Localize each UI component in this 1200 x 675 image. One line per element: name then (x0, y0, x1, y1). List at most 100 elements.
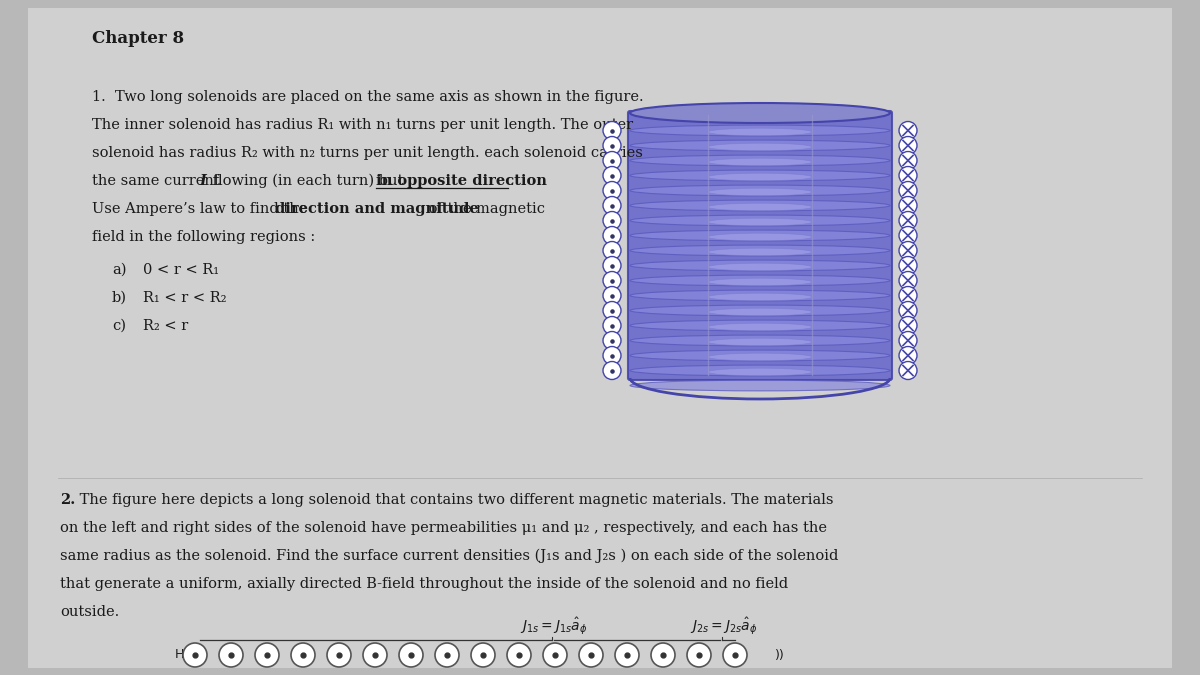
Circle shape (899, 242, 917, 259)
Circle shape (899, 331, 917, 350)
Circle shape (604, 302, 622, 319)
Circle shape (604, 151, 622, 169)
Circle shape (604, 196, 622, 215)
Circle shape (604, 362, 622, 379)
Ellipse shape (630, 200, 890, 211)
Ellipse shape (630, 350, 890, 361)
Circle shape (899, 151, 917, 169)
Circle shape (364, 643, 386, 667)
Text: c): c) (112, 319, 126, 333)
Ellipse shape (630, 125, 890, 136)
Ellipse shape (630, 335, 890, 346)
Ellipse shape (708, 369, 812, 376)
Circle shape (899, 271, 917, 290)
Ellipse shape (708, 143, 812, 151)
Ellipse shape (630, 170, 890, 181)
Circle shape (899, 136, 917, 155)
Circle shape (604, 182, 622, 200)
Ellipse shape (708, 308, 812, 316)
Circle shape (604, 346, 622, 365)
Ellipse shape (630, 140, 890, 151)
Ellipse shape (630, 103, 890, 123)
Text: outside.: outside. (60, 605, 119, 619)
Circle shape (182, 643, 208, 667)
Text: H: H (175, 649, 185, 662)
Text: same radius as the solenoid. Find the surface current densities (J₁s and J₂s ) o: same radius as the solenoid. Find the su… (60, 549, 839, 564)
Ellipse shape (630, 305, 890, 316)
Circle shape (899, 227, 917, 244)
Circle shape (899, 317, 917, 335)
Ellipse shape (708, 128, 812, 136)
Text: The inner solenoid has radius R₁ with n₁ turns per unit length. The outer: The inner solenoid has radius R₁ with n₁… (92, 118, 634, 132)
Ellipse shape (630, 275, 890, 286)
Circle shape (604, 227, 622, 244)
Text: field in the following regions :: field in the following regions : (92, 230, 316, 244)
Circle shape (604, 317, 622, 335)
Circle shape (604, 122, 622, 140)
FancyBboxPatch shape (628, 111, 892, 380)
Ellipse shape (630, 290, 890, 301)
Text: R₂ < r: R₂ < r (143, 319, 188, 333)
Ellipse shape (630, 365, 890, 376)
Text: direction and magnitude: direction and magnitude (275, 202, 479, 216)
Ellipse shape (708, 188, 812, 196)
Ellipse shape (708, 293, 812, 301)
Ellipse shape (630, 185, 890, 196)
Ellipse shape (708, 278, 812, 286)
Circle shape (899, 167, 917, 184)
Text: I: I (199, 174, 206, 188)
Circle shape (256, 643, 278, 667)
Text: R₁ < r < R₂: R₁ < r < R₂ (143, 291, 227, 305)
Circle shape (508, 643, 530, 667)
Circle shape (398, 643, 424, 667)
Circle shape (899, 122, 917, 140)
Circle shape (292, 643, 314, 667)
FancyBboxPatch shape (28, 8, 1172, 668)
Text: )): )) (775, 649, 785, 662)
Text: $J_{1s} = J_{1s}\hat{a}_\phi$: $J_{1s} = J_{1s}\hat{a}_\phi$ (520, 615, 588, 637)
Circle shape (604, 256, 622, 275)
Circle shape (604, 242, 622, 259)
Circle shape (220, 643, 242, 667)
Circle shape (604, 271, 622, 290)
Circle shape (650, 643, 674, 667)
Circle shape (604, 167, 622, 184)
Circle shape (686, 643, 710, 667)
Ellipse shape (630, 260, 890, 271)
Text: 2.: 2. (60, 493, 76, 507)
Text: in opposite direction: in opposite direction (376, 174, 547, 188)
Circle shape (542, 643, 568, 667)
Ellipse shape (708, 173, 812, 181)
Circle shape (899, 286, 917, 304)
Circle shape (326, 643, 352, 667)
Circle shape (580, 643, 604, 667)
Circle shape (899, 211, 917, 230)
Circle shape (899, 302, 917, 319)
Text: of the magnetic: of the magnetic (424, 202, 545, 216)
Circle shape (722, 643, 746, 667)
Circle shape (604, 331, 622, 350)
Text: 0 < r < R₁: 0 < r < R₁ (143, 263, 220, 277)
Text: 1.  Two long solenoids are placed on the same axis as shown in the figure.: 1. Two long solenoids are placed on the … (92, 90, 643, 104)
Ellipse shape (630, 155, 890, 166)
Ellipse shape (708, 338, 812, 346)
Circle shape (470, 643, 496, 667)
Circle shape (899, 346, 917, 365)
Ellipse shape (708, 203, 812, 211)
Text: on the left and right sides of the solenoid have permeabilities μ₁ and μ₂ , resp: on the left and right sides of the solen… (60, 521, 827, 535)
Ellipse shape (630, 215, 890, 226)
Text: $J_{2s} = J_{2s}\hat{a}_\phi$: $J_{2s} = J_{2s}\hat{a}_\phi$ (690, 615, 757, 637)
Ellipse shape (708, 353, 812, 360)
Text: Chapter 8: Chapter 8 (92, 30, 184, 47)
Ellipse shape (630, 230, 890, 241)
Ellipse shape (630, 380, 890, 391)
Text: The figure here depicts a long solenoid that contains two different magnetic mat: The figure here depicts a long solenoid … (74, 493, 834, 507)
Text: solenoid has radius R₂ with n₂ turns per unit length. each solenoid carries: solenoid has radius R₂ with n₂ turns per… (92, 146, 643, 160)
Ellipse shape (708, 234, 812, 241)
Circle shape (604, 211, 622, 230)
Circle shape (899, 182, 917, 200)
Circle shape (899, 256, 917, 275)
Text: that generate a uniform, axially directed B-field throughout the inside of the s: that generate a uniform, axially directe… (60, 577, 788, 591)
Circle shape (899, 362, 917, 379)
Text: flowing (in each turn) but: flowing (in each turn) but (208, 174, 408, 188)
